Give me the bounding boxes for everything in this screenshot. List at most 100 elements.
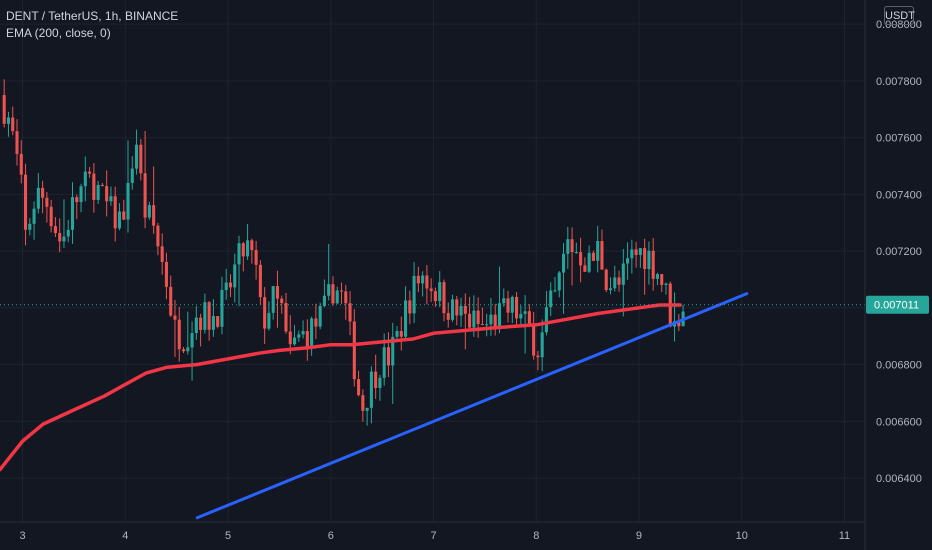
candle-body	[459, 305, 463, 316]
candle-body	[258, 264, 262, 298]
candle-body	[600, 241, 604, 270]
candle-body	[660, 274, 664, 285]
candle-body	[626, 258, 630, 264]
candle-body	[540, 332, 544, 358]
candle-body	[608, 288, 613, 291]
candle-body	[305, 331, 309, 348]
time-tick-label: 7	[430, 530, 436, 542]
candle-body	[395, 330, 399, 337]
candle-body	[280, 298, 284, 304]
candle-body	[489, 314, 493, 325]
chart-legend: DENT / TetherUS, 1h, BINANCE EMA (200, c…	[6, 8, 178, 42]
candle-body	[348, 303, 352, 322]
candle-body	[579, 252, 583, 266]
candle-body	[169, 286, 173, 316]
candle-body	[199, 317, 203, 330]
candle-body	[647, 250, 651, 270]
time-tick-label: 10	[736, 530, 748, 542]
candle-body	[472, 310, 476, 328]
candle-body	[216, 316, 220, 327]
last-price-value: 0.007011	[874, 300, 919, 312]
time-tick-label: 6	[328, 530, 334, 542]
indicator-label[interactable]: EMA (200, close, 0)	[6, 26, 111, 40]
candle-body	[638, 248, 642, 255]
candle-body	[105, 186, 109, 202]
candle-body	[331, 284, 335, 304]
candle-body	[292, 337, 297, 345]
candle-body	[224, 282, 228, 290]
candle-body	[570, 239, 574, 253]
candle-body	[58, 233, 62, 242]
candle-body	[412, 275, 416, 314]
candle-body	[173, 315, 177, 320]
candle-body	[237, 243, 241, 265]
candle-body	[322, 295, 326, 306]
candle-body	[220, 289, 224, 327]
price-tick-label: 0.008000	[876, 19, 922, 31]
candle-body	[344, 291, 348, 304]
candle-body	[386, 347, 391, 366]
candle-body	[156, 225, 160, 247]
candle-body	[164, 261, 168, 287]
candle-body	[532, 326, 536, 356]
candle-body	[275, 286, 279, 299]
candle-body	[391, 336, 395, 366]
candle-body	[425, 275, 429, 289]
time-tick-label: 3	[20, 530, 26, 542]
candle-body	[519, 313, 523, 319]
candle-body	[596, 241, 600, 261]
candle-body	[2, 95, 6, 124]
symbol-title[interactable]: DENT / TetherUS, 1h, BINANCE	[6, 9, 179, 23]
candle-body	[651, 250, 655, 279]
candle-body	[557, 272, 561, 291]
candle-body	[24, 174, 28, 230]
candle-body	[297, 334, 301, 338]
price-tick-label: 0.007600	[876, 133, 922, 145]
candle-body	[11, 117, 15, 132]
candle-body	[79, 186, 83, 203]
candle-body	[502, 298, 506, 304]
candle-body	[36, 187, 40, 209]
candle-body	[463, 305, 467, 314]
trendline[interactable]	[195, 292, 749, 520]
candle-body	[45, 197, 49, 207]
candle-body	[357, 379, 361, 396]
candle-body	[587, 252, 591, 272]
candle-body	[139, 144, 143, 174]
candle-body	[314, 318, 318, 327]
candle-body	[15, 131, 19, 154]
currency-badge[interactable]: USDT	[884, 6, 915, 25]
candle-body	[250, 240, 254, 251]
candle-body	[177, 319, 181, 350]
time-tick-label: 4	[122, 530, 128, 542]
time-tick-label: 5	[225, 530, 231, 542]
candle-body	[186, 347, 190, 352]
candle-body	[53, 226, 57, 234]
candle-body	[152, 205, 156, 226]
candle-body	[49, 206, 53, 227]
candle-body	[604, 269, 608, 291]
candle-body	[493, 314, 497, 329]
candle-body	[267, 312, 271, 329]
candle-body	[429, 288, 433, 292]
candle-body	[160, 246, 164, 262]
candle-body	[19, 153, 23, 175]
candle-body	[544, 307, 548, 333]
time-tick-label: 8	[533, 530, 539, 542]
candle-body	[28, 223, 32, 230]
candle-body	[480, 323, 484, 325]
candle-body	[339, 290, 344, 292]
candle-body	[75, 197, 79, 203]
candle-body	[506, 298, 510, 313]
candle-body	[62, 236, 66, 242]
time-axis[interactable]: 3 4 5 6 7 8 9 10 11	[20, 530, 851, 542]
price-tick-label: 0.007200	[876, 246, 922, 258]
candle-body	[88, 171, 92, 174]
candle-body	[404, 300, 408, 337]
candle-body	[450, 299, 455, 320]
candle-body	[433, 291, 437, 302]
candle-body	[476, 310, 480, 324]
